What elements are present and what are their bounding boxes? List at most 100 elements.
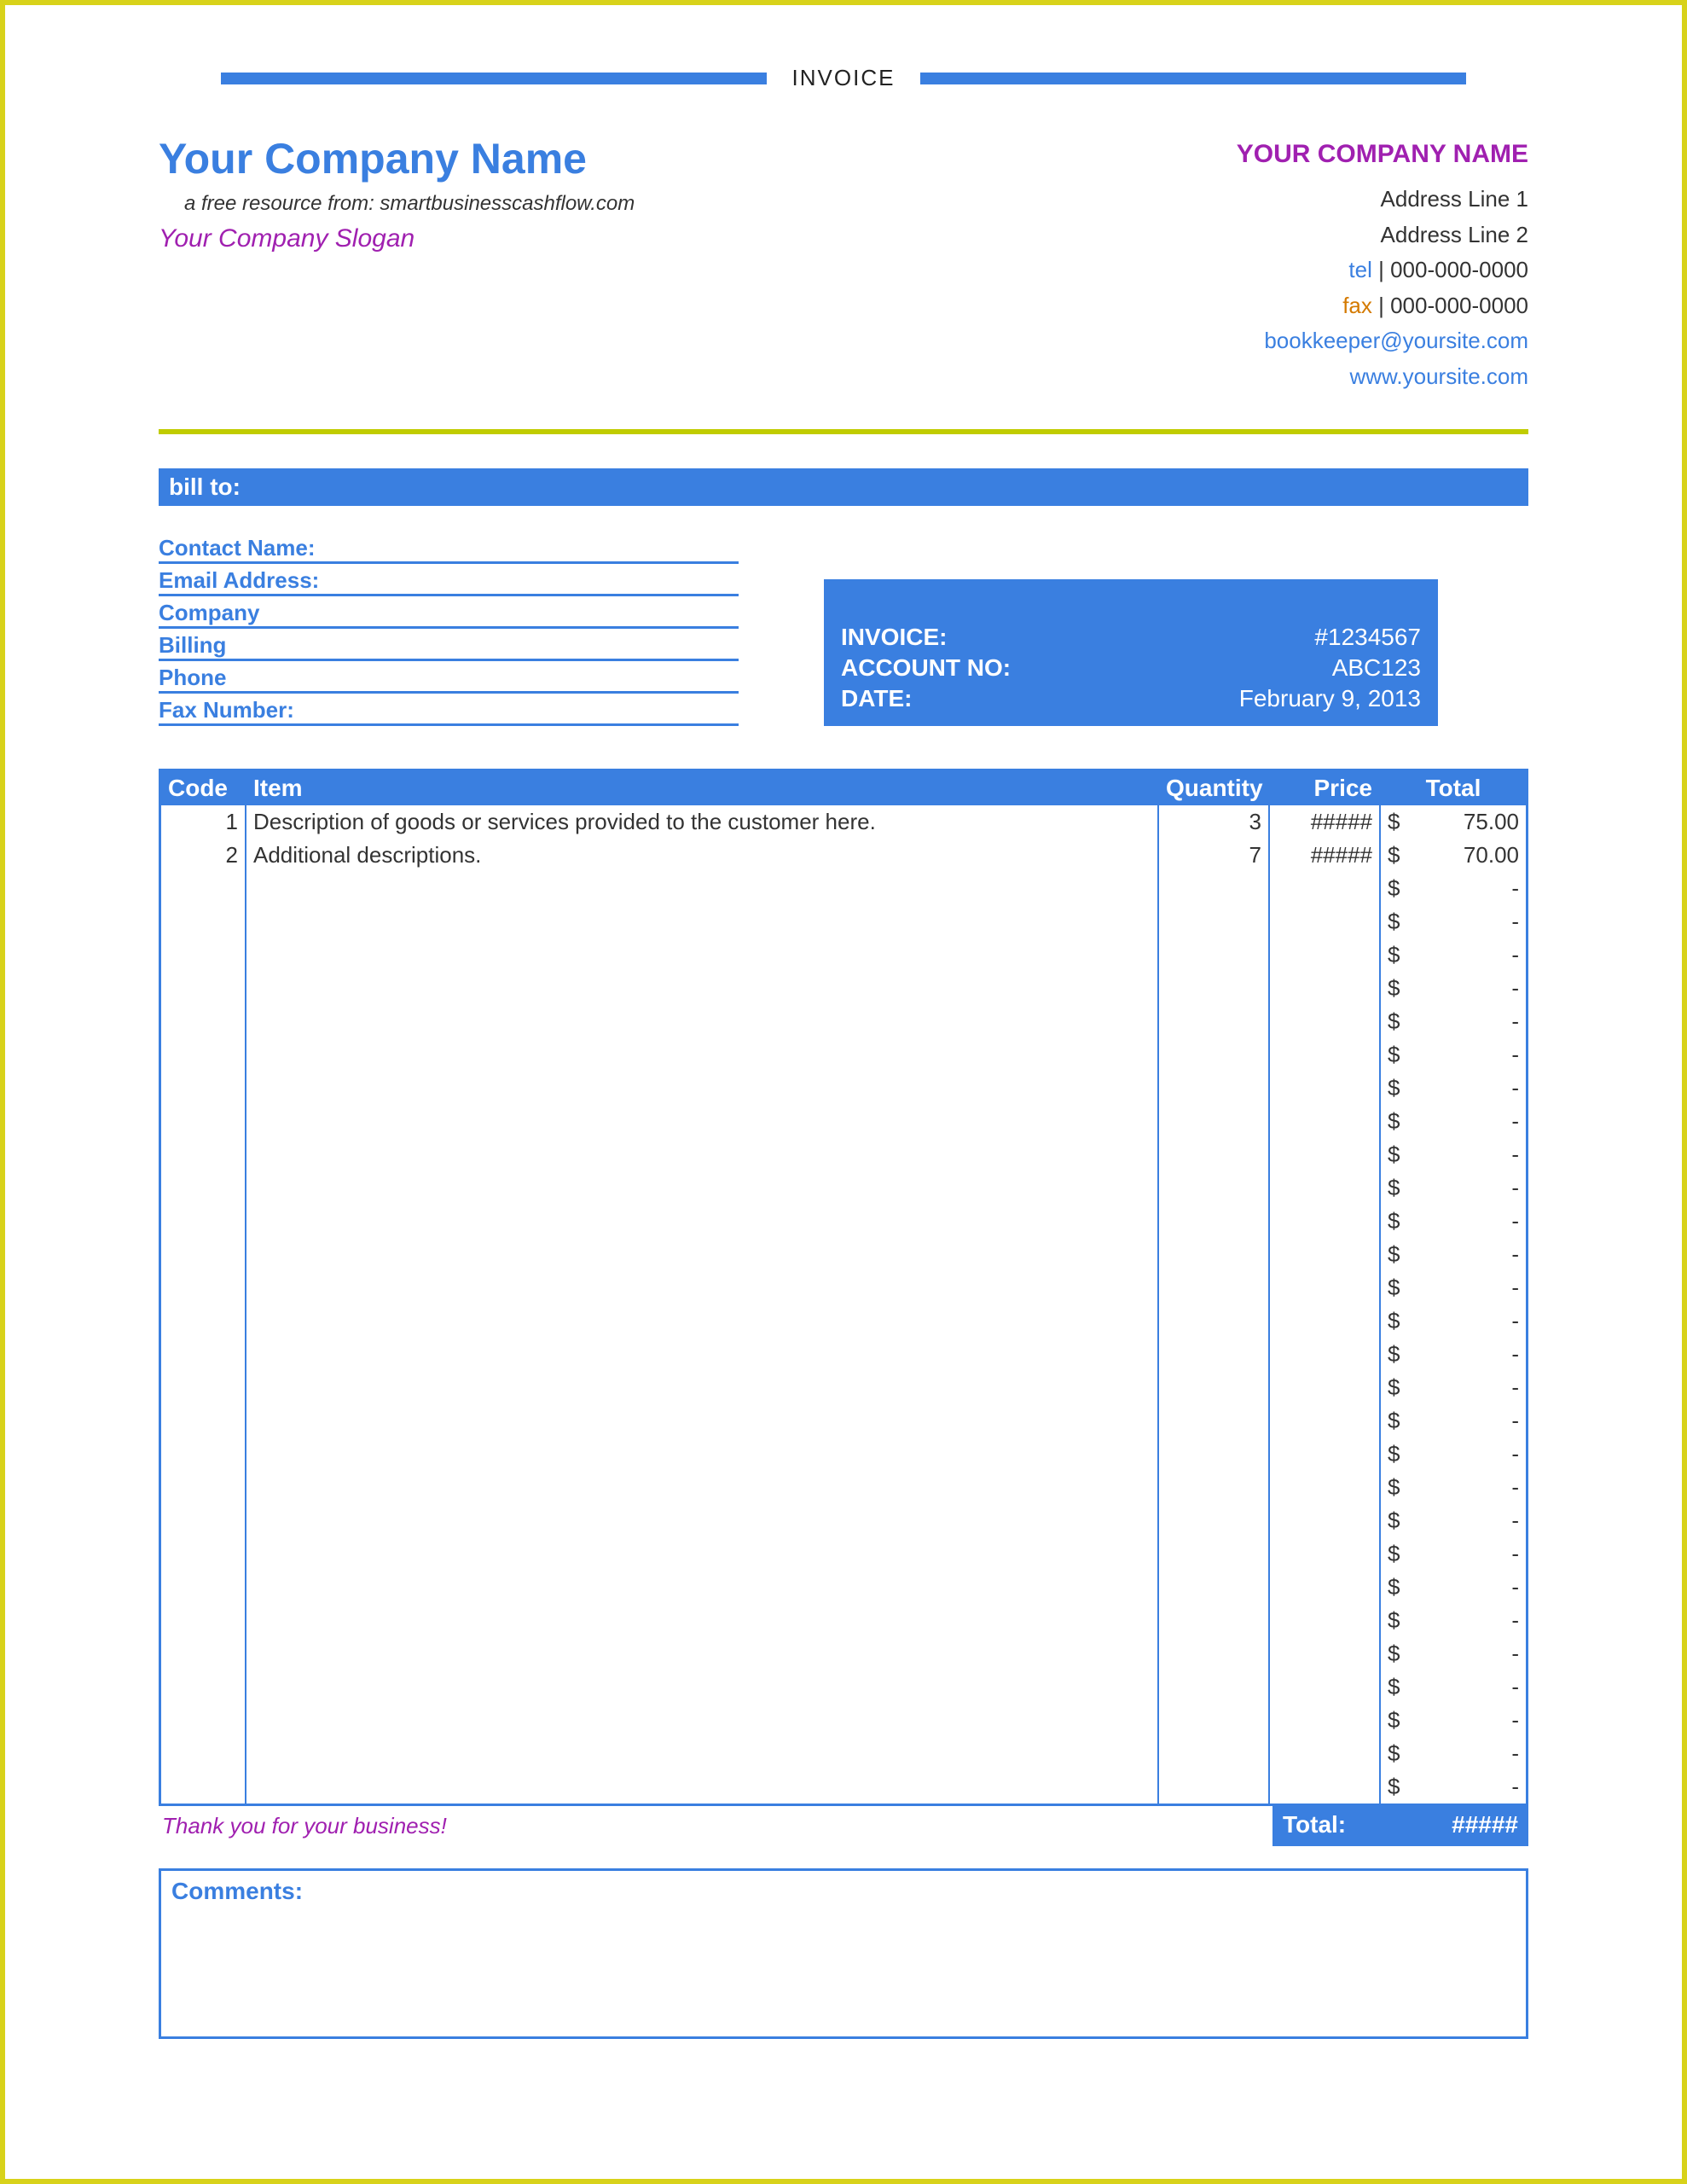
- cell-qty: [1159, 1205, 1270, 1238]
- cell-qty: [1159, 1271, 1270, 1304]
- cell-item: [246, 1072, 1159, 1105]
- table-row-empty: $-: [161, 1338, 1526, 1371]
- cell-qty: [1159, 1438, 1270, 1471]
- cell-qty: [1159, 905, 1270, 938]
- items-body: 1Description of goods or services provid…: [161, 805, 1526, 1804]
- account-value: ABC123: [1332, 654, 1421, 682]
- cell-code: [161, 938, 246, 972]
- bill-to-section: Contact Name:Email Address:CompanyBillin…: [159, 531, 1528, 726]
- header-quantity: Quantity: [1159, 771, 1270, 805]
- cell-total: $-: [1381, 1704, 1526, 1737]
- website-link[interactable]: www.yoursite.com: [1237, 359, 1528, 395]
- cell-total: $-: [1381, 1770, 1526, 1804]
- cell-qty: [1159, 1338, 1270, 1371]
- cell-total: $-: [1381, 1604, 1526, 1637]
- cell-code: [161, 1038, 246, 1072]
- table-row-empty: $-: [161, 1737, 1526, 1770]
- cell-qty: [1159, 1670, 1270, 1704]
- fax-row: fax | 000-000-0000: [1237, 288, 1528, 324]
- cell-qty: [1159, 1304, 1270, 1338]
- company-name-right: YOUR COMPANY NAME: [1237, 134, 1528, 175]
- cell-price: [1270, 1704, 1381, 1737]
- cell-qty: [1159, 872, 1270, 905]
- cell-qty: [1159, 938, 1270, 972]
- document-title: INVOICE: [792, 65, 896, 91]
- cell-code: [161, 1005, 246, 1038]
- account-label: ACCOUNT NO:: [841, 654, 1011, 682]
- cell-code: [161, 1537, 246, 1571]
- cell-code: 2: [161, 839, 246, 872]
- table-row-empty: $-: [161, 1038, 1526, 1072]
- header-price: Price: [1270, 771, 1381, 805]
- cell-total: $-: [1381, 1504, 1526, 1537]
- tel-row: tel | 000-000-0000: [1237, 253, 1528, 288]
- company-slogan: Your Company Slogan: [159, 224, 635, 253]
- cell-price: [1270, 1471, 1381, 1504]
- cell-price: [1270, 1271, 1381, 1304]
- cell-price: [1270, 1038, 1381, 1072]
- tel-label: tel: [1348, 257, 1371, 282]
- table-row: 1Description of goods or services provid…: [161, 805, 1526, 839]
- bill-to-field: Phone: [159, 661, 739, 694]
- table-row-empty: $-: [161, 1704, 1526, 1737]
- cell-qty: [1159, 1072, 1270, 1105]
- cell-item: [246, 1105, 1159, 1138]
- cell-code: [161, 1371, 246, 1404]
- cell-code: [161, 972, 246, 1005]
- cell-price: #####: [1270, 839, 1381, 872]
- email-link[interactable]: bookkeeper@yoursite.com: [1237, 323, 1528, 359]
- cell-code: [161, 1304, 246, 1338]
- cell-item: [246, 1171, 1159, 1205]
- company-left: Your Company Name a free resource from: …: [159, 134, 635, 253]
- cell-qty: [1159, 1571, 1270, 1604]
- cell-code: [161, 1770, 246, 1804]
- tel-value: 000-000-0000: [1390, 257, 1528, 282]
- table-row-empty: $-: [161, 1604, 1526, 1637]
- cell-price: [1270, 1205, 1381, 1238]
- table-row-empty: $-: [161, 1770, 1526, 1804]
- footer-row: Thank you for your business! Total: ####…: [159, 1806, 1528, 1846]
- cell-item: [246, 1205, 1159, 1238]
- bill-to-field: Email Address:: [159, 564, 739, 596]
- address-line-1: Address Line 1: [1237, 182, 1528, 218]
- cell-qty: [1159, 1637, 1270, 1670]
- table-row-empty: $-: [161, 1571, 1526, 1604]
- cell-total: $-: [1381, 1072, 1526, 1105]
- table-row-empty: $-: [161, 1371, 1526, 1404]
- bill-to-field: Fax Number:: [159, 694, 739, 726]
- cell-qty: 3: [1159, 805, 1270, 839]
- header-item: Item: [246, 771, 1159, 805]
- cell-total: $-: [1381, 872, 1526, 905]
- table-row: 2Additional descriptions.7#####$70.00: [161, 839, 1526, 872]
- invoice-value: #1234567: [1314, 624, 1421, 651]
- cell-price: [1270, 1504, 1381, 1537]
- cell-qty: [1159, 1737, 1270, 1770]
- cell-code: [161, 872, 246, 905]
- cell-item: [246, 1471, 1159, 1504]
- cell-qty: [1159, 1404, 1270, 1438]
- cell-qty: [1159, 1604, 1270, 1637]
- cell-total: $-: [1381, 1571, 1526, 1604]
- cell-total: $-: [1381, 1471, 1526, 1504]
- cell-qty: [1159, 1471, 1270, 1504]
- header-block: Your Company Name a free resource from: …: [159, 134, 1528, 395]
- cell-code: [161, 1205, 246, 1238]
- cell-qty: [1159, 1504, 1270, 1537]
- table-row-empty: $-: [161, 1637, 1526, 1670]
- table-row-empty: $-: [161, 1072, 1526, 1105]
- fax-value: 000-000-0000: [1390, 293, 1528, 318]
- address-line-2: Address Line 2: [1237, 218, 1528, 253]
- cell-item: [246, 1304, 1159, 1338]
- cell-price: [1270, 1005, 1381, 1038]
- table-row-empty: $-: [161, 1438, 1526, 1471]
- table-row-empty: $-: [161, 1537, 1526, 1571]
- cell-qty: [1159, 1238, 1270, 1271]
- cell-total: $70.00: [1381, 839, 1526, 872]
- date-row: DATE: February 9, 2013: [841, 683, 1421, 714]
- cell-item: [246, 905, 1159, 938]
- cell-code: [161, 905, 246, 938]
- date-label: DATE:: [841, 685, 912, 712]
- cell-price: [1270, 1138, 1381, 1171]
- cell-price: [1270, 972, 1381, 1005]
- cell-total: $-: [1381, 905, 1526, 938]
